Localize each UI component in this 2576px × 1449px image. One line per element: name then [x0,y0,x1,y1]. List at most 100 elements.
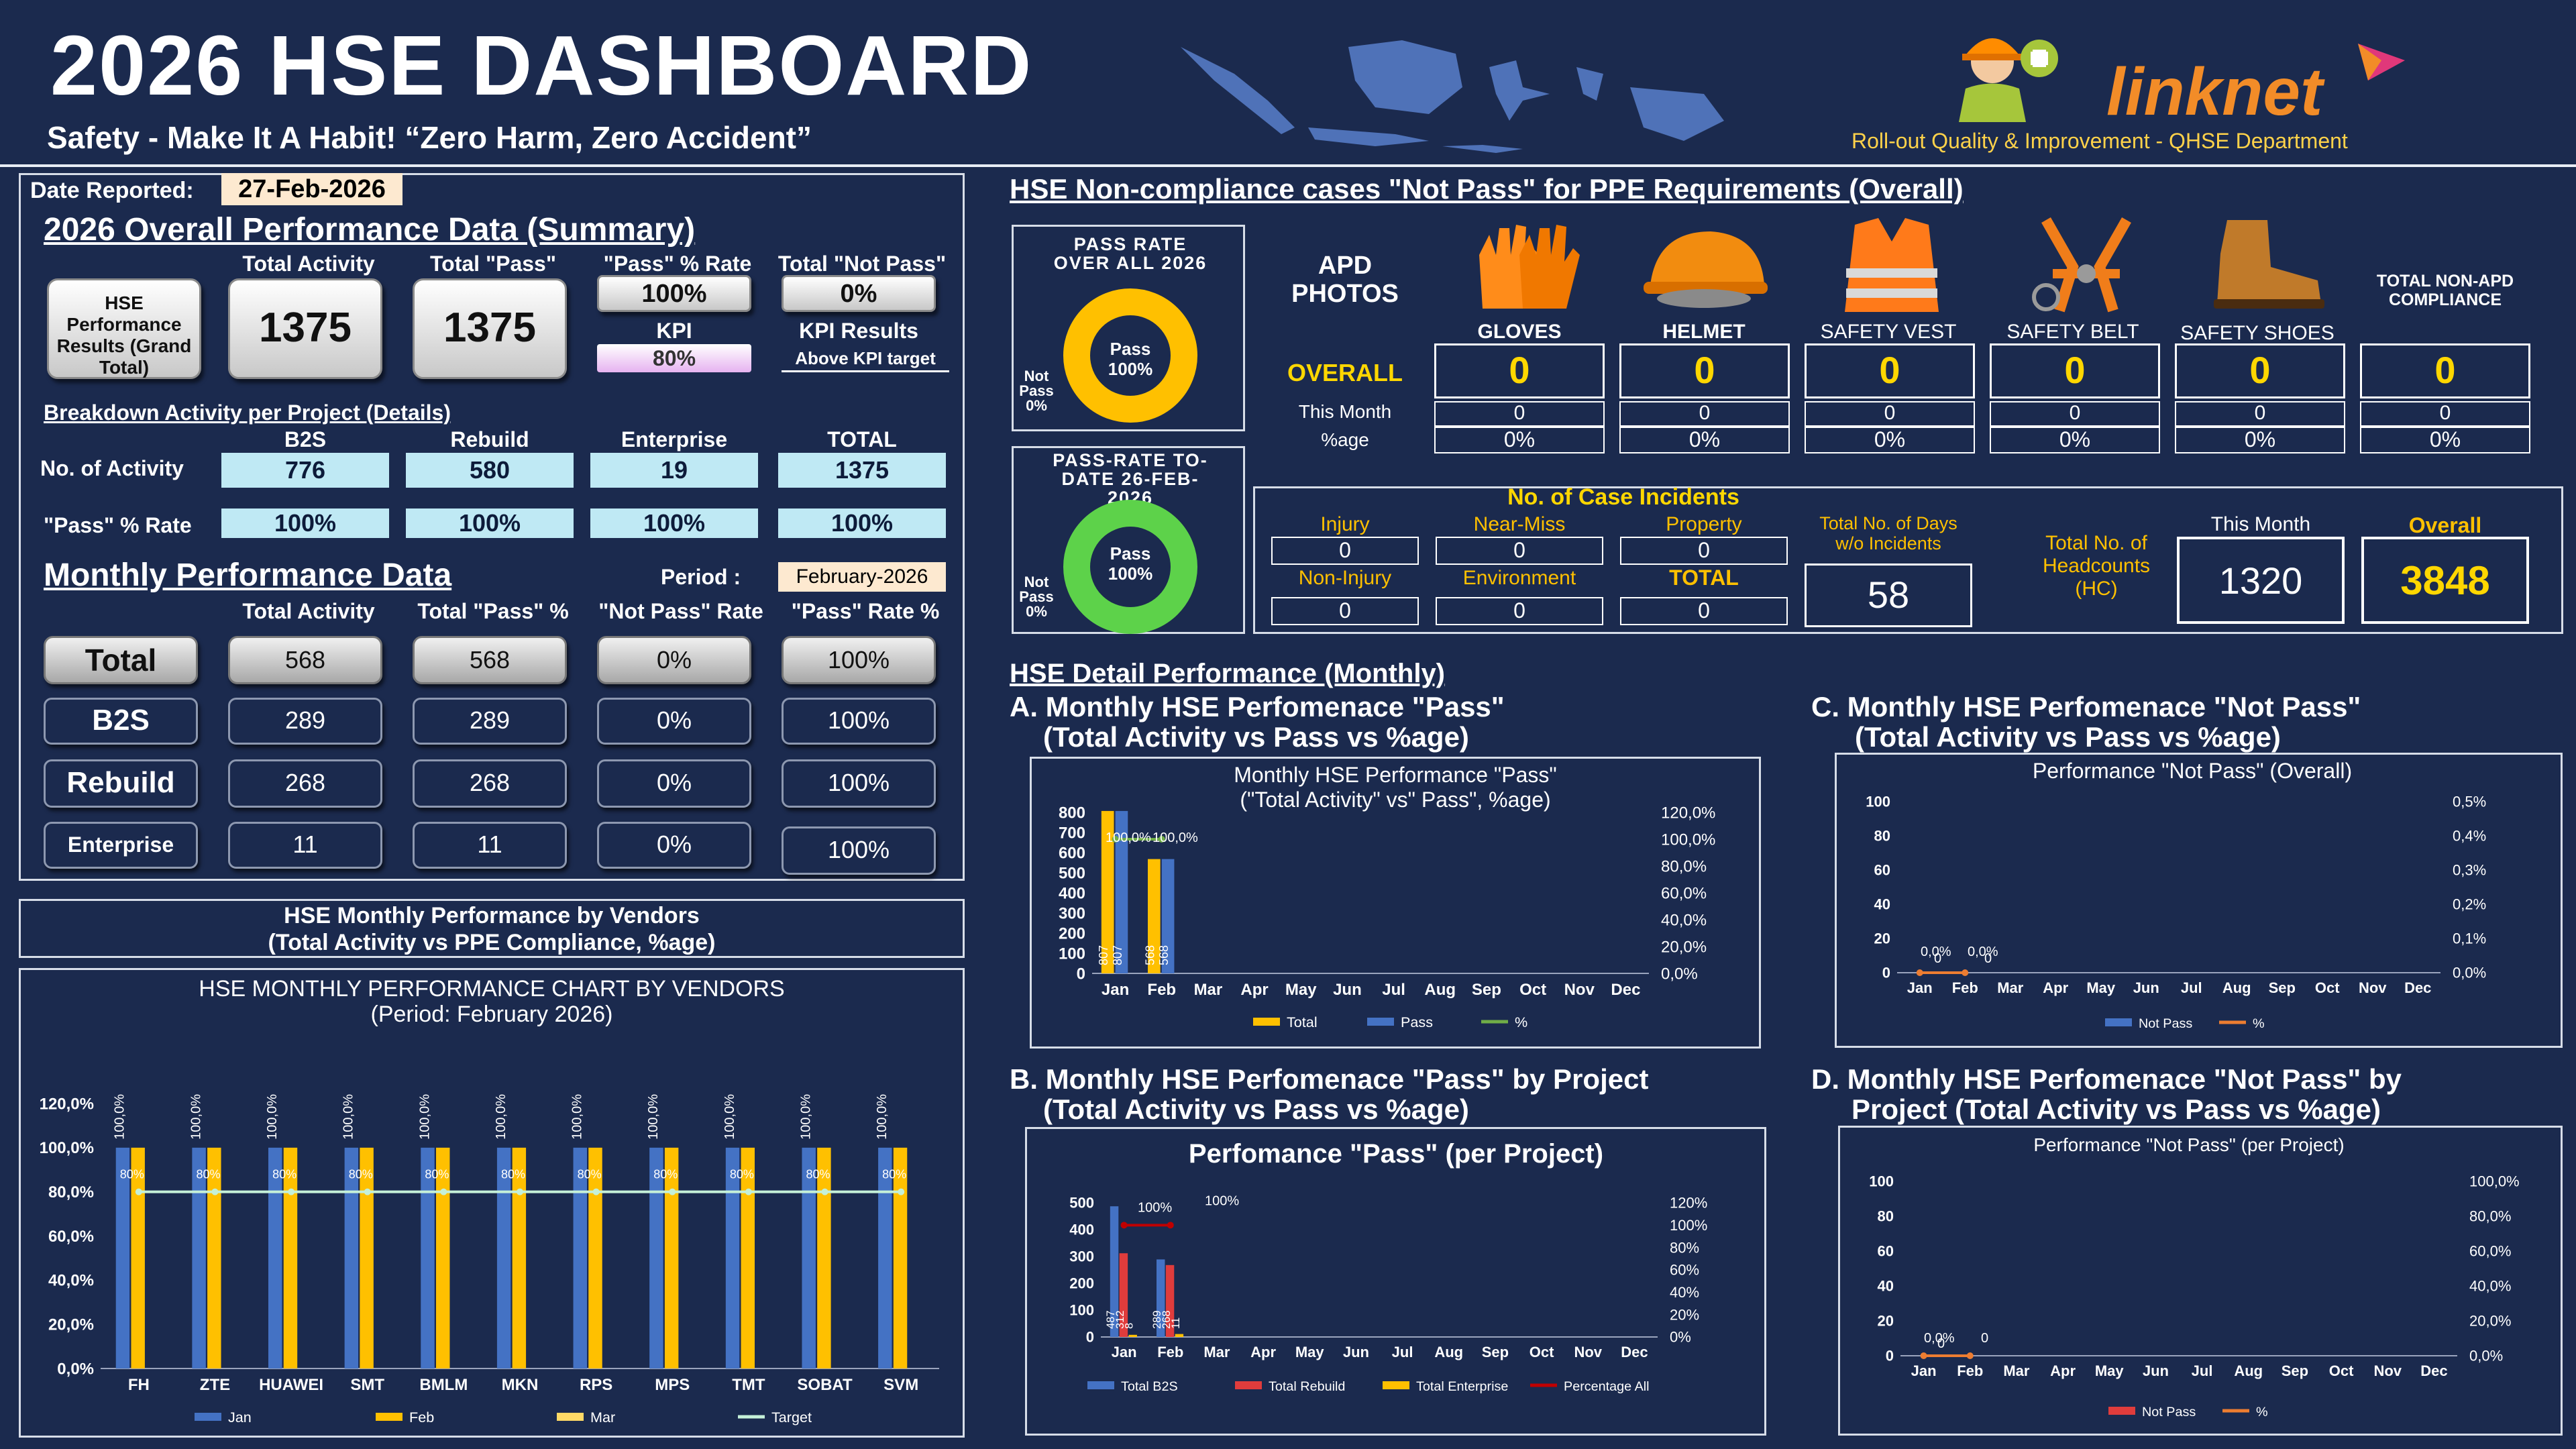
ppe-overall-total: 0 [2360,343,2530,398]
total-pass-header: Total "Pass" [429,252,557,276]
monthly-rebuild-pass-rate: 100% [782,759,936,808]
monthly-b2s-activity: 289 [228,698,382,745]
line-point [364,1188,371,1195]
breakdown-row2-label: "Pass" % Rate [44,513,192,537]
x-tick-label: Sep [1482,1344,1509,1360]
monthly-total-activity: 568 [228,636,382,684]
x-tick-label: Jun [2143,1362,2169,1379]
legend-marker [2105,1018,2132,1026]
monthly-header-pass-rate: "Pass" Rate % [791,599,940,623]
vendors-chart-subtitle: (Period: February 2026) [370,1002,613,1027]
monthly-row-rebuild-label: Rebuild [44,759,198,808]
y2-tick-label: 60,0% [1661,884,1707,902]
bar-feb [893,1147,908,1368]
x-tick-label: Mar [1194,981,1223,999]
line-point [592,1188,600,1195]
y-tick-label: 0 [1886,1348,1894,1364]
bar-data-label: 268 [1161,1310,1173,1329]
total-activity-header: Total Activity [242,252,375,276]
ppe-overall-vest: 0 [1805,343,1975,398]
safety-vest-icon [1845,218,1939,312]
incident-label-noninjury: Non-Injury [1298,567,1392,589]
bar-jan [802,1147,816,1368]
x-tick-label: MKN [502,1376,539,1394]
legend-label: Total [1287,1014,1318,1030]
detail-a-title1: A. Monthly HSE Perfomenace "Pass" [1010,691,1505,722]
breakdown-rebuild-activity: 580 [406,453,574,488]
vendor-target-label: 80% [730,1168,754,1181]
detail-title: HSE Detail Performance (Monthly) [1010,659,1446,688]
monthly-header-not-pass: "Not Pass" Rate [598,599,763,623]
x-tick-label: Jan [1907,979,1933,996]
x-tick-label: SOBAT [797,1376,853,1394]
legend-label: % [2253,1016,2265,1031]
ppe-title: HSE Non-compliance cases "Not Pass" for … [1010,173,1964,205]
y-tick-label: 0,0% [57,1360,94,1378]
y-tick-label: 0 [1077,965,1085,983]
y-tick-label: 500 [1069,1195,1094,1212]
breakdown-b2s-activity: 776 [221,453,389,488]
detail-c-title2: (Total Activity vs Pass vs %age) [1855,721,2281,753]
legend-label: Target [771,1409,812,1426]
chart-d-point-label: 0 [1937,1336,1945,1351]
donut-todate-pass-word: Pass [1110,543,1151,564]
breakdown-b2s-rate: 100% [221,508,389,538]
ppe-overall-helmet: 0 [1619,343,1790,398]
pass-rate-overall-donut [1063,288,1197,423]
breakdown-header-enterprise: Enterprise [621,427,728,451]
incident-label-total: TOTAL [1669,566,1739,590]
vendor-top-label: 100,0% [494,1094,508,1140]
line-point [1966,1352,1974,1359]
monthly-row-enterprise-label: Enterprise [44,822,198,869]
vendor-target-label: 80% [653,1168,678,1181]
x-tick-label: ZTE [200,1376,230,1394]
vendors-banner [19,899,965,958]
monthly-b2s-pass: 289 [413,698,567,745]
bar-data-label: 807 [1097,945,1110,965]
chart-d-frame [1838,1126,2563,1436]
ppe-pct-shoes: 0% [2175,427,2345,453]
x-tick-label: Dec [2404,979,2431,996]
y-tick-label: 800 [1059,804,1085,822]
y2-tick-label: 80,0% [2469,1208,2511,1225]
kpi-results-value: Above KPI target [782,344,949,372]
hse-results-box: HSE Performance Results (Grand Total) [47,278,201,379]
line-point [1158,836,1165,843]
x-tick-label: May [1295,1344,1325,1360]
line-point [440,1188,447,1195]
y-tick-label: 500 [1059,864,1085,882]
x-tick-label: Feb [1952,979,1978,996]
breakdown-total-activity: 1375 [778,453,946,488]
x-tick-label: TMT [732,1376,765,1394]
x-tick-label: Jan [1112,1344,1137,1360]
bar-jan [192,1147,206,1368]
chart-d-notpass-project: Performance "Not Pass" (per Project) 0 20 4… [1869,1134,2519,1419]
detail-b-title2: (Total Activity vs Pass vs %age) [1043,1093,1469,1125]
breakdown-row1-label: No. of Activity [40,456,184,480]
legend-label: Not Pass [2142,1405,2196,1419]
x-tick-label: Jul [1382,981,1405,999]
y2-tick-label: 0,4% [2453,828,2486,845]
department-label: Roll-out Quality & Improvement - QHSE De… [1851,129,2348,153]
x-tick-label: Jun [1333,981,1362,999]
ppe-month-shoes: 0 [2175,401,2345,427]
x-tick-label: Apr [1240,981,1268,999]
monthly-row-total-label: Total [44,636,198,684]
bar-jan [115,1147,130,1368]
bar-total [1148,859,1161,973]
monthly-rebuild-pass: 268 [413,759,567,808]
chart-a-pass: Monthly HSE Performance "Pass"("Total Ac… [1059,763,1715,1030]
y2-tick-label: 120,0% [1661,804,1715,822]
legend-label: Total Enterprise [1416,1379,1508,1394]
y-tick-label: 100 [1866,794,1890,810]
monthly-header-activity: Total Activity [242,599,375,623]
monthly-total-pass: 568 [413,636,567,684]
monthly-b2s-pass-rate: 100% [782,698,936,745]
donut-overall-notpass: Not Pass 0% [1016,369,1057,413]
line-point [1167,1222,1174,1229]
incidents-title: No. of Case Incidents [1507,484,1739,510]
detail-b-title1: B. Monthly HSE Perfomenace "Pass" by Pro… [1010,1063,1649,1095]
y2-tick-label: 0,5% [2453,794,2486,810]
y-tick-label: 700 [1059,824,1085,842]
bar-data-label: 807 [1111,945,1124,965]
